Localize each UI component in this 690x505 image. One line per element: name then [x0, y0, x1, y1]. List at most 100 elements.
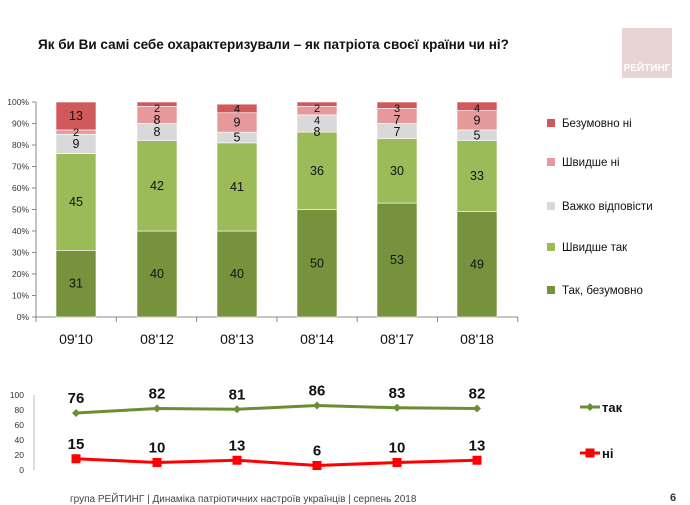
- y-tick-label: 40%: [12, 226, 29, 236]
- data-label: 6: [313, 443, 321, 460]
- y-tick-label: 20%: [12, 269, 29, 279]
- data-label: 8: [314, 125, 321, 139]
- square-marker: [392, 458, 402, 467]
- y-tick-label: 100%: [7, 97, 29, 107]
- legend-label: Безумовно ні: [562, 118, 632, 130]
- bar-segment: [296, 209, 338, 318]
- y-tick-label: 100: [10, 390, 24, 400]
- y-tick-label: 30%: [12, 248, 29, 258]
- legend-label: Швидше ні: [562, 157, 620, 169]
- bar-segment: [456, 211, 498, 318]
- x-tick-label: 08'13: [220, 331, 254, 347]
- bar-segment: [296, 131, 338, 210]
- legend-diamond-icon: [586, 403, 594, 411]
- legend-swatch: [547, 119, 555, 127]
- x-tick-label: 08'14: [300, 331, 334, 347]
- data-label: 30: [390, 164, 404, 178]
- legend-swatch: [547, 202, 555, 210]
- data-label: 10: [389, 440, 406, 457]
- legend-label: Важко відповісти: [562, 201, 653, 213]
- data-label: 7: [394, 125, 401, 139]
- square-marker: [232, 455, 242, 465]
- data-label: 83: [389, 385, 406, 402]
- y-tick-label: 0: [19, 465, 24, 475]
- data-label: 9: [73, 137, 80, 151]
- diamond-marker: [153, 404, 161, 413]
- square-marker: [472, 455, 482, 465]
- legend-swatch: [547, 158, 555, 166]
- x-tick-label: 08'17: [380, 331, 414, 347]
- y-tick-label: 60%: [12, 183, 29, 193]
- series-line: [75, 457, 478, 468]
- data-label: 40: [230, 267, 244, 281]
- bar-segment: [136, 140, 178, 232]
- bar-segment: [456, 140, 498, 212]
- x-tick-label: 08'12: [140, 331, 174, 347]
- y-tick-label: 50%: [12, 205, 29, 215]
- data-label: 86: [309, 383, 326, 400]
- data-label: 9: [234, 115, 241, 129]
- bar-segment: [136, 101, 178, 107]
- diamond-marker: [233, 405, 241, 414]
- data-label: 4: [474, 103, 480, 115]
- data-label: 13: [469, 437, 486, 454]
- legend-label: ні: [602, 446, 613, 461]
- data-label: 2: [154, 103, 160, 115]
- legend-label: Так, безумовно: [562, 285, 643, 297]
- data-label: 36: [310, 164, 324, 178]
- y-tick-label: 0%: [17, 312, 30, 322]
- data-label: 4: [234, 103, 240, 115]
- y-tick-label: 20: [15, 450, 25, 460]
- data-label: 2: [314, 103, 320, 115]
- diamond-marker: [313, 401, 321, 410]
- square-marker: [71, 454, 81, 464]
- square-marker: [152, 458, 162, 467]
- bar-segment: [216, 142, 258, 232]
- y-tick-label: 90%: [12, 119, 29, 129]
- data-label: 4: [314, 115, 320, 127]
- y-tick-label: 60: [15, 420, 25, 430]
- diamond-marker: [393, 403, 401, 412]
- data-label: 8: [154, 125, 161, 139]
- data-label: 13: [69, 109, 83, 123]
- x-tick-label: 09'10: [59, 331, 93, 347]
- data-label: 82: [149, 386, 166, 403]
- legend-label: Швидше так: [562, 242, 628, 254]
- data-label: 40: [150, 267, 164, 281]
- bar-segment: [296, 101, 338, 107]
- data-label: 81: [229, 386, 246, 403]
- y-tick-label: 80: [15, 405, 25, 415]
- data-label: 82: [469, 386, 486, 403]
- logo-text: РЕЙТИНГ: [623, 63, 671, 74]
- data-label: 2: [73, 127, 79, 139]
- data-label: 3: [394, 103, 400, 115]
- data-label: 15: [68, 436, 85, 453]
- data-label: 41: [230, 180, 244, 194]
- bar-segment: [55, 153, 97, 251]
- data-label: 5: [474, 128, 481, 142]
- square-marker: [312, 461, 322, 470]
- y-tick-label: 70%: [12, 162, 29, 172]
- data-label: 42: [150, 179, 164, 193]
- slide-title: Як би Ви самі себе охарактеризували – як…: [38, 37, 509, 52]
- legend-label: так: [602, 400, 623, 415]
- y-tick-label: 80%: [12, 140, 29, 150]
- legend-swatch: [547, 286, 555, 294]
- legend-swatch: [547, 243, 555, 251]
- bar-segment: [376, 101, 418, 109]
- data-label: 9: [474, 113, 481, 127]
- data-label: 5: [234, 130, 241, 144]
- data-label: 13: [229, 437, 246, 454]
- footer-text: група РЕЙТИНГ | Динаміка патріотичних на…: [70, 494, 417, 505]
- data-label: 10: [149, 440, 166, 457]
- bar-segment: [376, 202, 418, 318]
- data-label: 49: [470, 257, 484, 271]
- page-number: 6: [670, 492, 677, 504]
- data-label: 33: [470, 169, 484, 183]
- y-tick-label: 10%: [12, 291, 29, 301]
- legend-square-icon: [585, 448, 595, 458]
- bar-segment: [376, 138, 418, 204]
- x-tick-label: 08'18: [460, 331, 494, 347]
- data-label: 76: [68, 390, 85, 407]
